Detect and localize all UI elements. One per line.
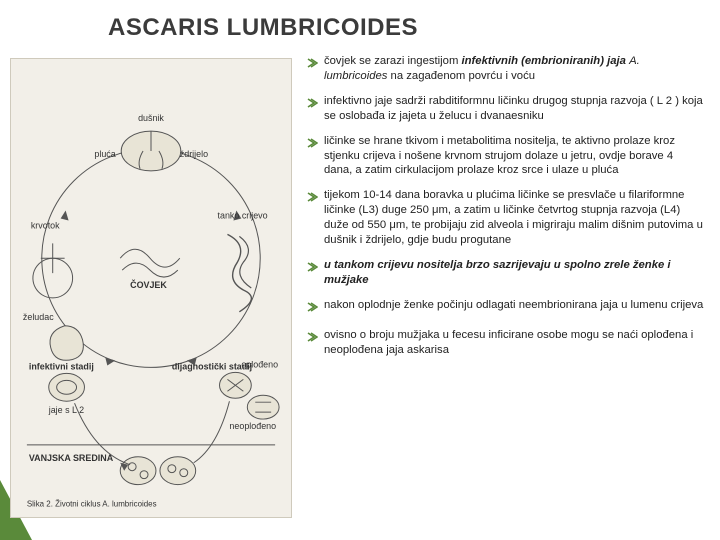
page-title: ASCARIS LUMBRICOIDES bbox=[108, 14, 418, 42]
bullet-arrow-icon bbox=[306, 136, 324, 154]
bullet-item: infektivno jaje sadrži rabditiformnu lič… bbox=[306, 94, 704, 124]
bullet-arrow-icon bbox=[306, 330, 324, 348]
bullet-arrow-icon bbox=[306, 260, 324, 278]
diagram-caption: Slika 2. Životni ciklus A. lumbricoides bbox=[27, 499, 157, 508]
node-external-eggs bbox=[120, 457, 195, 485]
bullet-item: nakon oplodnje ženke počinju odlagati ne… bbox=[306, 298, 704, 318]
bullet-item: ovisno o broju mužjaka u fecesu inficira… bbox=[306, 328, 704, 358]
bullet-text: tijekom 10-14 dana boravka u plućima lič… bbox=[324, 188, 704, 248]
label-tanko: tanko crijevo bbox=[218, 210, 268, 220]
lifecycle-diagram: dušnik pluća ždrijelo krvotok tanko crij… bbox=[10, 58, 292, 518]
bullet-text: ličinke se hrane tkivom i metabolitima n… bbox=[324, 134, 704, 179]
label-infektivni: infektivni stadij bbox=[29, 361, 94, 371]
bullet-list: čovjek se zarazi ingestijom infektivnih … bbox=[306, 54, 704, 368]
label-dusnik: dušnik bbox=[138, 113, 164, 123]
node-respiratory: dušnik pluća ždrijelo bbox=[94, 113, 208, 171]
label-pluca: pluća bbox=[94, 149, 115, 159]
bullet-arrow-icon bbox=[306, 96, 324, 114]
label-oplod: oplođeno bbox=[241, 359, 278, 369]
label-vanjska: VANJSKA SREDINA bbox=[29, 453, 114, 463]
label-neoplod: neoplođeno bbox=[229, 421, 276, 431]
bullet-arrow-icon bbox=[306, 56, 324, 74]
bullet-arrow-icon bbox=[306, 190, 324, 208]
label-covjek: ČOVJEK bbox=[130, 279, 167, 290]
bullet-item: čovjek se zarazi ingestijom infektivnih … bbox=[306, 54, 704, 84]
bullet-text: u tankom crijevu nositelja brzo sazrijev… bbox=[324, 258, 704, 288]
node-stomach: želudac bbox=[23, 312, 83, 361]
bullet-text: ovisno o broju mužjaka u fecesu inficira… bbox=[324, 328, 704, 358]
bullet-arrow-icon bbox=[306, 300, 324, 318]
label-zeludac: želudac bbox=[23, 312, 54, 322]
bullet-text: čovjek se zarazi ingestijom infektivnih … bbox=[324, 54, 704, 84]
node-infective-egg: infektivni stadij jaje s L 2 bbox=[29, 361, 94, 415]
bullet-text: infektivno jaje sadrži rabditiformnu lič… bbox=[324, 94, 704, 124]
label-dijag: dijagnostički stadij bbox=[172, 361, 252, 371]
node-blood: krvotok bbox=[31, 220, 73, 298]
bullet-item: ličinke se hrane tkivom i metabolitima n… bbox=[306, 134, 704, 179]
bullet-item: tijekom 10-14 dana boravka u plućima lič… bbox=[306, 188, 704, 248]
node-diagnostic: dijagnostički stadij oplođeno neoplođeno bbox=[172, 359, 279, 431]
bullet-text: nakon oplodnje ženke počinju odlagati ne… bbox=[324, 298, 703, 313]
label-zdrijelo: ždrijelo bbox=[180, 149, 208, 159]
bullet-item: u tankom crijevu nositelja brzo sazrijev… bbox=[306, 258, 704, 288]
label-krvotok: krvotok bbox=[31, 220, 60, 230]
